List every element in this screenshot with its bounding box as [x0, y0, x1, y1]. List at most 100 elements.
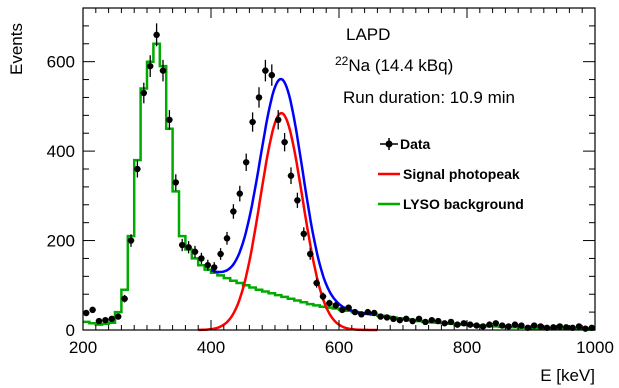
data-point	[428, 316, 435, 324]
data-point	[179, 241, 186, 249]
annotation-isotope-superscript: 22	[335, 54, 349, 68]
data-point	[467, 321, 474, 328]
data-point	[569, 324, 576, 331]
data-point	[134, 165, 141, 173]
data-point	[313, 279, 320, 287]
x-axis-label: E [keV]	[540, 366, 595, 385]
data-point	[95, 317, 103, 325]
data-point	[415, 315, 423, 323]
data-point	[326, 299, 333, 307]
data-point	[198, 255, 205, 262]
data-point	[460, 320, 467, 327]
legend-entry-signal: Signal photopeak	[378, 166, 520, 182]
data-point	[351, 308, 359, 316]
data-point	[332, 302, 339, 309]
data-point	[345, 304, 352, 311]
legend-label-lyso: LYSO background	[403, 196, 524, 212]
data-point	[499, 322, 506, 329]
data-point	[172, 179, 179, 186]
data-point	[339, 306, 346, 314]
legend-entry-lyso: LYSO background	[378, 196, 524, 212]
data-point	[575, 323, 583, 330]
x-tick-label: 800	[453, 338, 481, 357]
y-tick-label: 200	[47, 232, 75, 251]
data-point	[454, 321, 461, 328]
data-point	[243, 159, 250, 166]
data-point	[236, 190, 243, 197]
x-tick-label: 1000	[576, 338, 614, 357]
legend-marker-data-point	[385, 140, 393, 148]
y-tick-label: 0	[66, 321, 75, 340]
annotation-experiment: LAPD	[346, 25, 390, 44]
data-point	[358, 311, 365, 318]
data-point	[377, 313, 384, 320]
y-tick-label: 400	[47, 142, 75, 161]
data-point	[307, 250, 314, 258]
data-point	[300, 230, 307, 238]
total-fit-curve	[210, 77, 372, 316]
data-point	[492, 320, 499, 327]
data-point	[217, 250, 224, 258]
data-point	[486, 321, 493, 328]
data-point	[275, 116, 282, 124]
data-point	[249, 118, 256, 126]
data-point	[281, 138, 288, 146]
data-point	[505, 323, 512, 330]
annotation-block: LAPD 22Na (14.4 kBq) Run duration: 10.9 …	[335, 25, 515, 107]
data-point	[191, 248, 199, 255]
data-point	[166, 116, 173, 124]
data-point	[83, 309, 90, 317]
data-point	[294, 197, 301, 204]
x-tick-label: 600	[325, 338, 353, 357]
data-point	[479, 323, 487, 330]
y-axis-label: Events	[7, 23, 26, 75]
data-point	[435, 317, 442, 325]
data-point	[230, 208, 237, 215]
signal-photopeak-curve	[198, 111, 378, 332]
data-point	[127, 237, 135, 244]
data-point	[409, 317, 416, 325]
data-point	[89, 306, 96, 314]
data-point	[588, 324, 595, 331]
annotation-isotope-text: Na (14.4 kBq)	[348, 56, 453, 75]
data-point	[364, 308, 371, 316]
x-tick-label: 400	[197, 338, 225, 357]
data-point	[447, 318, 455, 326]
legend-label-data: Data	[400, 136, 431, 152]
data-point	[563, 324, 570, 331]
data-point	[204, 261, 211, 269]
data-point	[518, 322, 525, 329]
data-point	[140, 89, 147, 97]
series-layer	[83, 23, 595, 332]
data-point	[396, 316, 403, 324]
annotation-run-duration: Run duration: 10.9 min	[343, 88, 515, 107]
data-point	[524, 324, 531, 331]
data-point	[255, 94, 263, 101]
data-point	[473, 322, 480, 329]
data-point	[268, 71, 275, 79]
data-point	[115, 313, 122, 320]
data-point	[211, 264, 218, 271]
data-point	[390, 315, 397, 323]
data-point	[537, 323, 544, 330]
data-point	[153, 31, 160, 39]
annotation-isotope: 22Na (14.4 kBq)	[335, 54, 453, 75]
data-point	[262, 67, 269, 74]
x-tick-label: 200	[69, 338, 97, 357]
legend-entry-data: Data	[380, 136, 431, 152]
data-point	[441, 320, 448, 327]
y-tick-label: 600	[47, 53, 75, 72]
data-point	[185, 244, 192, 251]
data-point	[383, 314, 391, 321]
data-point	[371, 309, 378, 317]
data-point	[108, 315, 116, 323]
data-point	[403, 315, 410, 323]
data-point	[531, 322, 538, 329]
data-point	[556, 323, 563, 330]
data-point	[102, 316, 109, 324]
legend: Data Signal photopeak LYSO background	[378, 136, 524, 212]
legend-label-signal: Signal photopeak	[403, 166, 520, 182]
data-point	[147, 62, 154, 70]
